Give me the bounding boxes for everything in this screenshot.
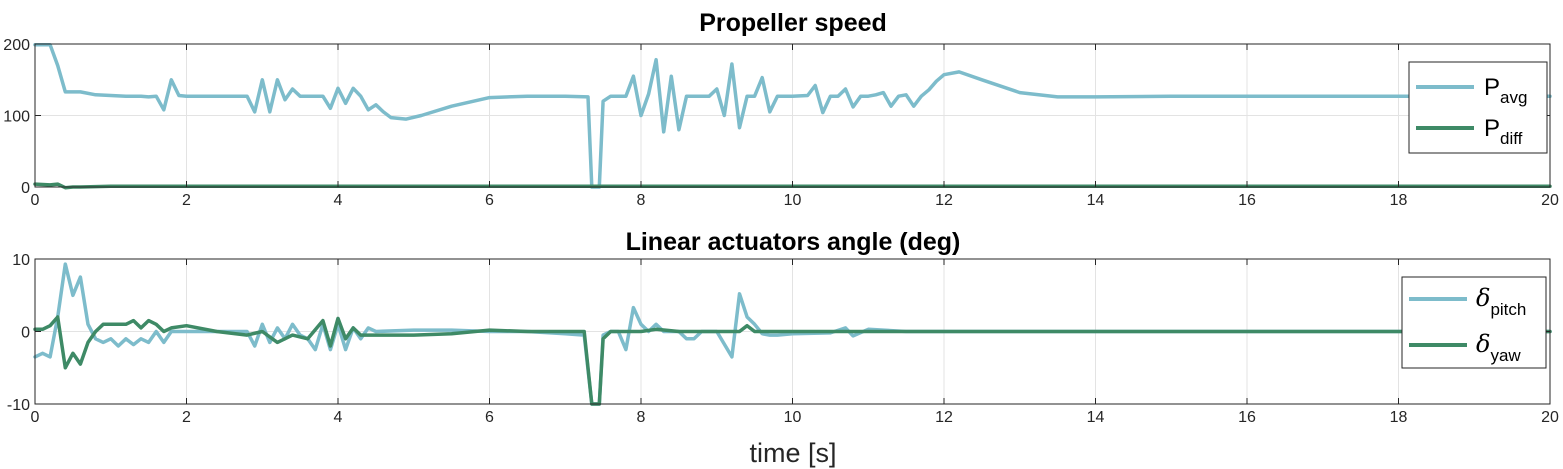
x-tick-label: 14	[1087, 409, 1105, 426]
legend-label-pitch: δpitch	[1476, 284, 1526, 319]
x-tick-label: 16	[1238, 192, 1256, 209]
x-tick-label: 4	[334, 192, 343, 209]
legend: Pavg Pdiff	[1408, 61, 1548, 154]
x-tick-label: 18	[1390, 192, 1408, 209]
x-axis-label: time [s]	[749, 438, 836, 468]
legend: δpitch δyaw	[1401, 276, 1547, 369]
x-tick-label: 16	[1238, 409, 1256, 426]
chart-title: Linear actuators angle (deg)	[626, 228, 961, 256]
x-tick-label: 20	[1541, 409, 1559, 426]
x-tick-label: 20	[1541, 192, 1559, 209]
series-line-avg	[33, 42, 1552, 189]
x-tick-label: 6	[485, 192, 494, 209]
x-tick-label: 2	[182, 409, 191, 426]
x-tick-label: 0	[31, 192, 40, 209]
legend-label-pdiff: Pdiff	[1484, 115, 1523, 148]
y-tick-label: 0	[21, 180, 30, 197]
chart-propeller-speed: Propeller speed 0 2 4 6 8 10 12 14 16 18 200100200…	[3, 9, 1559, 209]
legend-box	[1408, 61, 1548, 154]
x-tick-label: 10	[784, 192, 802, 209]
y-tick-label: -10	[7, 397, 30, 414]
x-tick-label: 0	[31, 409, 40, 426]
x-tick-label: 18	[1390, 409, 1408, 426]
x-tick-label: 10	[784, 409, 802, 426]
legend-label-yaw: δyaw	[1476, 330, 1521, 365]
x-tick-label: 2	[182, 192, 191, 209]
y-tick-label: 100	[3, 109, 30, 126]
y-tick-label: 0	[21, 325, 30, 342]
x-tick-label: 8	[637, 192, 646, 209]
x-tick-label: 4	[334, 409, 343, 426]
x-tick-label: 14	[1087, 192, 1105, 209]
x-tick-label: 8	[637, 409, 646, 426]
x-tick-label: 12	[935, 192, 953, 209]
chart-linear-actuators-angle: Linear actuators angle (deg) 0 2 4 6 8 10 12 14…	[7, 228, 1559, 468]
x-tick-label: 6	[485, 409, 494, 426]
series-line-pitch	[33, 262, 1552, 406]
series-line-yaw	[33, 315, 1552, 406]
x-tick-label: 12	[935, 409, 953, 426]
y-tick-label: 10	[12, 252, 30, 269]
chart-title: Propeller speed	[699, 9, 887, 37]
legend-label-pavg: Pavg	[1484, 74, 1527, 107]
legend-box	[1401, 276, 1547, 369]
y-tick-label: 200	[3, 37, 30, 54]
